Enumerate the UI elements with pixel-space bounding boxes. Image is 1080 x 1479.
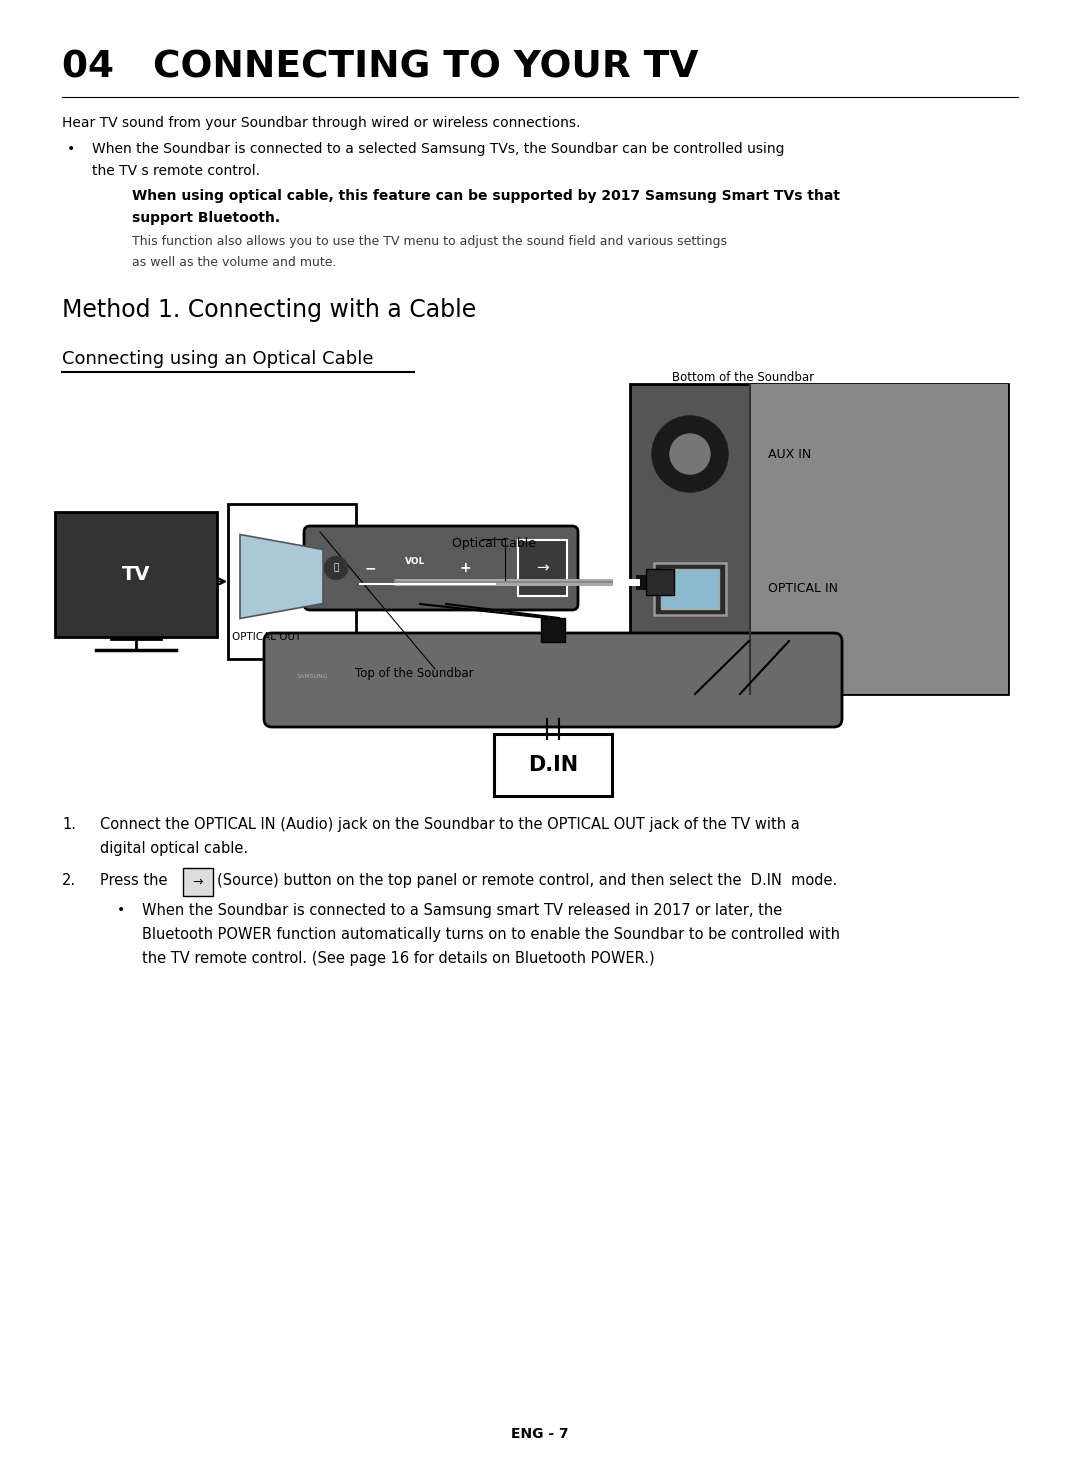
Text: AUX IN: AUX IN: [768, 448, 811, 460]
Text: →: →: [536, 561, 549, 575]
FancyBboxPatch shape: [264, 633, 842, 728]
FancyBboxPatch shape: [384, 574, 394, 589]
Text: TV: TV: [122, 565, 150, 584]
Text: +: +: [459, 561, 471, 575]
Text: →: →: [192, 876, 203, 889]
Text: D.IN: D.IN: [528, 754, 578, 775]
Text: Press the: Press the: [100, 873, 167, 887]
FancyBboxPatch shape: [636, 574, 646, 589]
Text: This function also allows you to use the TV menu to adjust the sound field and v: This function also allows you to use the…: [132, 235, 727, 248]
Circle shape: [670, 433, 710, 473]
Circle shape: [652, 416, 728, 493]
Text: ENG - 7: ENG - 7: [511, 1427, 569, 1441]
Text: Method 1. Connecting with a Cable: Method 1. Connecting with a Cable: [62, 297, 476, 322]
Text: as well as the volume and mute.: as well as the volume and mute.: [132, 256, 337, 269]
Text: 1.: 1.: [62, 816, 76, 833]
Text: ⏻: ⏻: [334, 563, 339, 572]
Text: Optical Cable: Optical Cable: [453, 537, 536, 550]
Text: When the Soundbar is connected to a selected Samsung TVs, the Soundbar can be co: When the Soundbar is connected to a sele…: [92, 142, 784, 155]
Polygon shape: [240, 534, 323, 618]
Text: When the Soundbar is connected to a Samsung smart TV released in 2017 or later, : When the Soundbar is connected to a Sams…: [141, 904, 782, 918]
FancyBboxPatch shape: [630, 385, 1008, 694]
Text: the TV remote control. (See page 16 for details on Bluetooth POWER.): the TV remote control. (See page 16 for …: [141, 951, 654, 966]
FancyBboxPatch shape: [183, 868, 213, 896]
FancyBboxPatch shape: [303, 527, 578, 609]
FancyBboxPatch shape: [518, 540, 567, 596]
FancyBboxPatch shape: [654, 563, 726, 615]
FancyBboxPatch shape: [356, 568, 384, 595]
FancyBboxPatch shape: [750, 385, 1008, 694]
FancyBboxPatch shape: [494, 734, 612, 796]
Circle shape: [324, 556, 348, 580]
Text: digital optical cable.: digital optical cable.: [100, 842, 248, 856]
Text: •: •: [67, 142, 76, 155]
FancyBboxPatch shape: [541, 618, 565, 642]
Text: Bottom of the Soundbar: Bottom of the Soundbar: [672, 371, 814, 385]
Text: Top of the Soundbar: Top of the Soundbar: [355, 667, 474, 680]
Text: the TV s remote control.: the TV s remote control.: [92, 164, 260, 177]
Text: 04   CONNECTING TO YOUR TV: 04 CONNECTING TO YOUR TV: [62, 49, 699, 84]
Text: support Bluetooth.: support Bluetooth.: [132, 211, 280, 225]
FancyBboxPatch shape: [646, 568, 674, 595]
Text: •: •: [117, 904, 125, 917]
Text: −: −: [364, 561, 376, 575]
Text: Hear TV sound from your Soundbar through wired or wireless connections.: Hear TV sound from your Soundbar through…: [62, 115, 580, 130]
Text: OPTICAL IN: OPTICAL IN: [768, 583, 838, 596]
FancyBboxPatch shape: [228, 504, 356, 660]
Text: Connecting using an Optical Cable: Connecting using an Optical Cable: [62, 351, 374, 368]
Text: 2.: 2.: [62, 873, 76, 887]
Text: SAMSUNG: SAMSUNG: [297, 673, 328, 679]
Text: (Source) button on the top panel or remote control, and then select the  D.IN  m: (Source) button on the top panel or remo…: [217, 873, 837, 887]
Text: Bluetooth POWER function automatically turns on to enable the Soundbar to be con: Bluetooth POWER function automatically t…: [141, 927, 840, 942]
Text: Connect the OPTICAL IN (Audio) jack on the Soundbar to the OPTICAL OUT jack of t: Connect the OPTICAL IN (Audio) jack on t…: [100, 816, 800, 833]
Text: OPTICAL OUT: OPTICAL OUT: [232, 632, 301, 642]
Text: VOL: VOL: [405, 558, 426, 566]
FancyBboxPatch shape: [661, 569, 719, 609]
Text: When using optical cable, this feature can be supported by 2017 Samsung Smart TV: When using optical cable, this feature c…: [132, 189, 840, 203]
FancyBboxPatch shape: [55, 512, 217, 637]
